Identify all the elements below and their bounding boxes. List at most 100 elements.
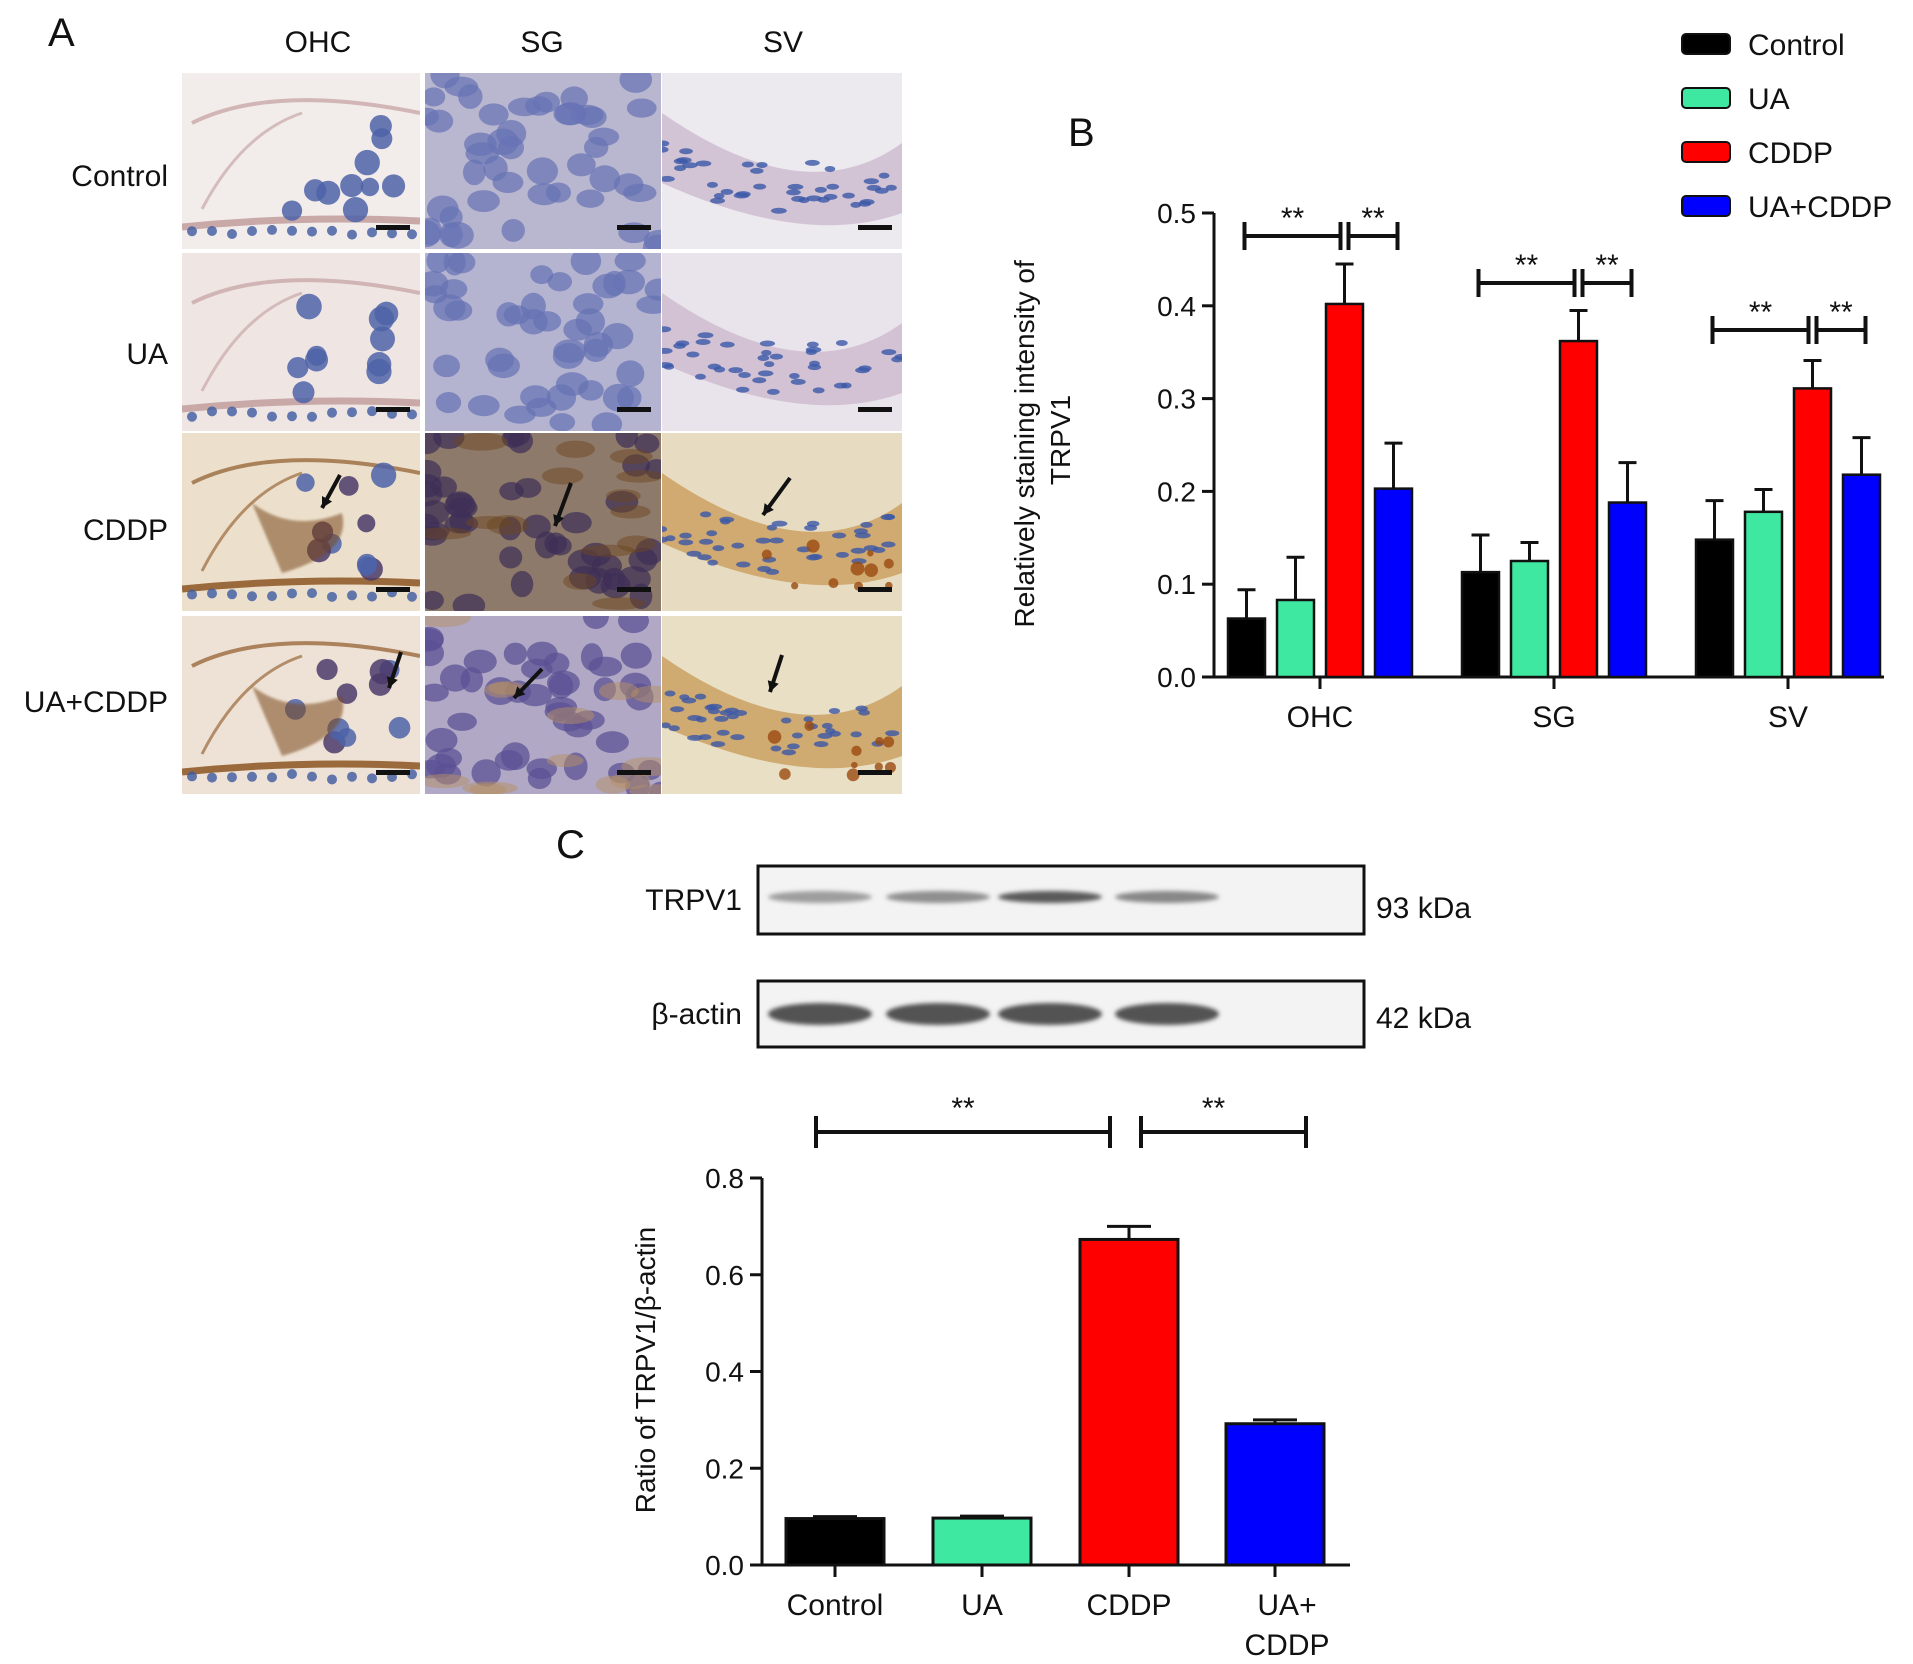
blot-band	[886, 1003, 990, 1025]
panel-b-letter: B	[1068, 111, 1095, 155]
cell-nucleus	[588, 127, 620, 146]
cell-nucleus	[561, 511, 592, 534]
cell-nucleus	[814, 186, 827, 193]
cell-nucleus	[370, 326, 395, 352]
cell-nucleus	[187, 589, 197, 600]
scale-bar	[376, 770, 410, 775]
cell-nucleus	[699, 511, 712, 518]
cell-nucleus	[881, 349, 897, 356]
significance-label: **	[1595, 249, 1619, 282]
cell-nucleus	[425, 683, 449, 702]
cell-nucleus	[759, 340, 776, 347]
bar-cddp-ohc	[1324, 302, 1365, 679]
cell-nucleus	[756, 162, 768, 169]
tissue-fiber	[200, 111, 303, 210]
cell-nucleus	[267, 224, 277, 235]
cell-nucleus	[719, 516, 735, 523]
cell-nucleus	[724, 707, 739, 714]
stained-region	[851, 761, 858, 769]
cell-nucleus	[761, 349, 772, 356]
micrograph-tissue	[182, 98, 420, 240]
cell-nucleus	[753, 183, 767, 190]
cell-nucleus	[726, 713, 739, 720]
legend: Control UA CDDP UA+CDDP	[1681, 29, 1892, 224]
micrograph-tissue	[425, 253, 661, 431]
blot-band	[768, 1003, 872, 1025]
blot-band	[886, 891, 990, 903]
cell-nucleus	[207, 406, 217, 417]
cell-nucleus	[207, 588, 217, 599]
cell-nucleus	[824, 728, 836, 735]
cell-nucleus	[287, 588, 297, 599]
bar-ua-sv	[1743, 510, 1784, 679]
legend-swatch-ua-cddp	[1681, 195, 1731, 217]
scale-bar	[858, 770, 892, 775]
cell-nucleus	[694, 693, 707, 700]
scale-bar	[617, 225, 651, 230]
y-tick-label: 0.6	[705, 1260, 744, 1291]
cell-nucleus	[812, 387, 825, 394]
cell-nucleus	[682, 162, 698, 169]
cell-nucleus	[874, 187, 889, 194]
cell-nucleus	[765, 568, 780, 575]
cell-nucleus	[757, 354, 770, 361]
stained-region	[605, 489, 641, 503]
cell-nucleus	[673, 342, 686, 349]
cell-nucleus	[730, 734, 745, 741]
cell-nucleus	[850, 731, 862, 738]
cell-nucleus	[823, 193, 838, 200]
x-tick-label-cddp: CDDP	[1086, 1589, 1171, 1622]
cell-nucleus	[686, 550, 702, 557]
cell-nucleus	[287, 356, 309, 379]
cell-nucleus	[623, 183, 657, 202]
y-tick-label: 0.5	[1157, 198, 1196, 229]
stained-region	[875, 736, 884, 746]
cell-nucleus	[342, 197, 369, 223]
cell-nucleus	[370, 462, 397, 488]
cell-nucleus	[458, 84, 483, 109]
cell-nucleus	[764, 361, 775, 368]
cell-nucleus	[447, 712, 477, 731]
cell-nucleus	[713, 193, 725, 200]
micrograph-tissue	[662, 473, 902, 591]
cell-nucleus	[499, 482, 524, 501]
cell-nucleus	[187, 226, 197, 237]
cell-nucleus	[425, 217, 443, 246]
cell-nucleus	[678, 539, 694, 546]
cell-nucleus	[850, 201, 862, 208]
bar-cddp-sg	[1558, 339, 1599, 679]
cell-nucleus	[367, 227, 377, 238]
stained-region	[874, 762, 883, 771]
cell-nucleus	[425, 87, 446, 107]
cell-nucleus	[287, 769, 297, 780]
cell-nucleus	[618, 616, 649, 634]
cell-nucleus	[620, 642, 652, 669]
cell-nucleus	[374, 301, 399, 326]
cell-nucleus	[695, 160, 712, 167]
cell-nucleus	[462, 159, 486, 186]
cell-nucleus	[710, 197, 726, 204]
tissue-fiber	[191, 278, 420, 305]
blot-band	[998, 891, 1102, 903]
cell-nucleus	[340, 174, 364, 198]
cell-nucleus	[247, 591, 257, 602]
cell-nucleus	[878, 172, 890, 179]
bar-ua-cddp	[1224, 1422, 1326, 1567]
stained-region	[631, 685, 661, 703]
y-axis-label: Ratio of TRPV1/β-actin	[630, 1227, 661, 1513]
stained-region	[761, 549, 772, 560]
stria-vascularis-band	[662, 656, 902, 769]
cell-nucleus	[316, 658, 338, 681]
cell-nucleus	[885, 184, 897, 191]
cell-nucleus	[619, 73, 653, 93]
cell-nucleus	[510, 570, 534, 598]
cell-nucleus	[337, 728, 357, 747]
cell-nucleus	[664, 690, 676, 697]
tissue-fiber	[191, 641, 420, 668]
cell-nucleus	[347, 590, 357, 601]
cell-nucleus	[547, 272, 573, 292]
stained-region	[592, 597, 646, 610]
stained-region	[609, 449, 653, 465]
blot-label-trpv1: TRPV1	[645, 884, 742, 917]
micrograph-ua-cddp-ohc	[182, 616, 420, 794]
